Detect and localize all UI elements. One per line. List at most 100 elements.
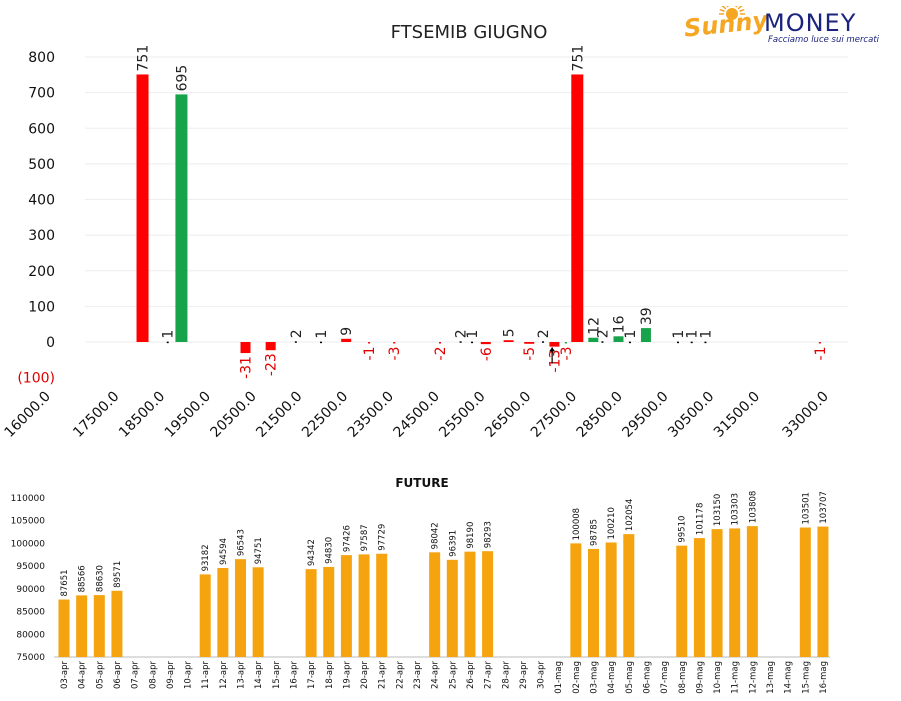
bar-data-label: 93182 — [201, 544, 211, 571]
bar-data-label: 94751 — [254, 537, 264, 564]
bar-data-label: 1 — [465, 330, 481, 339]
x-tick-label: 04-apr — [78, 660, 88, 688]
y-tick-label: 110000 — [11, 494, 46, 504]
bar-data-label: 1 — [314, 330, 330, 339]
bar-data-label: 100008 — [572, 508, 582, 540]
bar — [503, 340, 514, 342]
y-tick-label: 100000 — [11, 539, 46, 549]
y-tick-label: 600 — [28, 121, 55, 137]
bar-data-label: -5 — [522, 347, 538, 361]
logo-money-text: MONEY — [764, 9, 856, 37]
sun-ray — [719, 8, 725, 12]
bar — [93, 595, 105, 657]
bar — [136, 74, 149, 343]
chart-title: FUTURE — [395, 476, 448, 490]
x-tick-label: 31500.0 — [711, 389, 763, 441]
x-tick-label: 06-apr — [113, 660, 123, 688]
y-tick-label: 105000 — [11, 517, 46, 527]
x-tick-label: 13-mag — [766, 661, 776, 694]
bar-data-label: 88630 — [95, 565, 105, 592]
bar — [464, 551, 476, 657]
y-tick-label: 90000 — [16, 585, 45, 595]
y-tick-label: 75000 — [16, 653, 45, 663]
bar-data-label: -3 — [559, 347, 575, 361]
bar — [480, 342, 491, 345]
bar — [570, 543, 582, 657]
bar-data-label: 103501 — [801, 492, 811, 524]
bar — [628, 341, 631, 344]
x-tick-label: 25500.0 — [436, 389, 488, 441]
bar-data-label: 103150 — [713, 494, 723, 526]
x-tick-label: 25-apr — [448, 660, 458, 688]
bar-data-label: 9 — [339, 327, 355, 336]
bar-data-label: -1 — [362, 347, 378, 361]
bar — [524, 342, 535, 344]
x-tick-label: 16-apr — [289, 660, 299, 688]
y-tick-label: 80000 — [16, 630, 45, 640]
x-tick-label: 11-mag — [731, 661, 741, 694]
sun-ray — [739, 8, 745, 12]
x-tick-label: 06-mag — [642, 661, 652, 694]
bar — [305, 569, 317, 657]
logo-svg: Sunny MONEY Facciamo luce sui mercati — [683, 1, 880, 45]
bar — [676, 545, 688, 657]
y-tick-label: 0 — [46, 335, 55, 351]
y-tick-label: 100 — [28, 299, 55, 315]
bar — [358, 554, 370, 657]
bar — [564, 342, 567, 344]
bar-data-label: 5 — [502, 328, 518, 337]
bar — [693, 538, 705, 657]
bar-data-label: 87651 — [60, 569, 70, 596]
bar-data-label: 98293 — [484, 521, 494, 548]
bar — [729, 528, 741, 657]
bar-data-label: 100210 — [607, 507, 617, 539]
bar-data-label: 39 — [639, 307, 655, 325]
bar-data-label: 99510 — [678, 516, 688, 543]
y-tick-label: 300 — [28, 228, 55, 244]
x-tick-label: 26500.0 — [482, 389, 534, 441]
x-tick-label: 09-apr — [166, 660, 176, 688]
bar — [676, 341, 679, 344]
x-tick-label: 20-apr — [360, 660, 370, 688]
y-tick-label: 95000 — [16, 562, 45, 572]
bar — [252, 567, 264, 657]
bar-data-label: -23 — [264, 353, 280, 376]
x-tick-label: 02-mag — [572, 661, 582, 694]
x-tick-label: 08-apr — [148, 660, 158, 688]
y-tick-label: 200 — [28, 264, 55, 280]
bar-data-label: 2 — [536, 329, 552, 338]
bar — [166, 341, 169, 344]
bar — [58, 599, 70, 657]
x-tick-label: 03-apr — [60, 660, 70, 688]
bar — [640, 328, 651, 342]
x-tick-label: 22500.0 — [299, 389, 351, 441]
bar — [549, 342, 560, 347]
bar-data-label: 94342 — [307, 539, 317, 566]
bar-data-label: 97729 — [378, 524, 388, 551]
x-tick-label: 18500.0 — [116, 389, 168, 441]
bar — [265, 342, 276, 351]
bar-data-label: 2 — [289, 329, 305, 338]
bar-data-label: -1 — [813, 347, 829, 361]
bar-data-label: 94594 — [219, 538, 229, 565]
bar — [320, 341, 323, 344]
bar-data-label: 88566 — [78, 565, 88, 592]
bar — [588, 548, 599, 657]
bar-data-label: 1 — [671, 330, 687, 339]
x-tick-label: 01-mag — [554, 661, 564, 694]
x-tick-label: 24500.0 — [391, 389, 443, 441]
x-tick-label: 30500.0 — [665, 389, 717, 441]
x-tick-label: 27-apr — [484, 660, 494, 688]
x-tick-label: 13-apr — [237, 660, 247, 688]
bar — [235, 559, 246, 657]
x-tick-label: 10-mag — [713, 661, 723, 694]
bar — [690, 341, 693, 344]
bar-data-label: 89571 — [113, 561, 123, 588]
sun-ray — [721, 5, 727, 10]
bar-data-label: 751 — [570, 45, 586, 72]
x-tick-label: 22-apr — [395, 660, 405, 688]
bar — [111, 590, 123, 657]
ftsemib-options-chart: FTSEMIB GIUGNO (100) 0 100 200 300 400 500 600 70… — [2, 22, 848, 441]
bar — [217, 567, 229, 657]
